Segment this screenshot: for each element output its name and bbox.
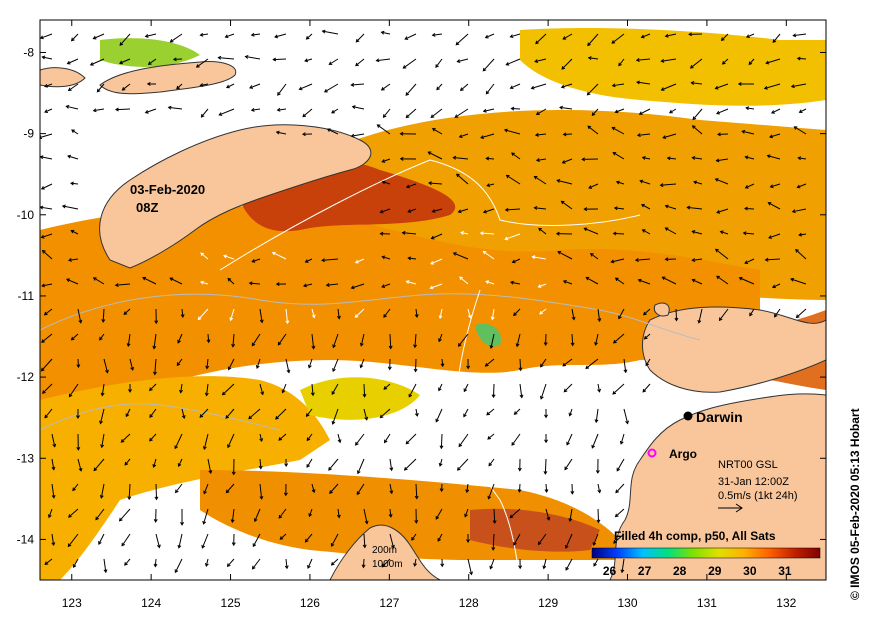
argo-label: Argo xyxy=(669,447,697,461)
colorbar-tick-label: 29 xyxy=(708,564,722,578)
lat-tick-label: -12 xyxy=(17,370,35,384)
lon-tick-label: 124 xyxy=(141,596,161,610)
colorbar-tick-label: 31 xyxy=(778,564,792,578)
darwin-marker xyxy=(684,412,693,421)
current-vector xyxy=(273,59,286,60)
colorbar-tick-label: 28 xyxy=(673,564,687,578)
lat-tick-label: -9 xyxy=(23,127,34,141)
scale-arrow-label: 0.5m/s (1kt 24h) xyxy=(718,490,797,502)
current-vector xyxy=(545,459,546,474)
current-vector xyxy=(598,509,599,522)
lon-tick-label: 130 xyxy=(617,596,637,610)
colorbar-tick-label: 27 xyxy=(638,564,652,578)
current-vector xyxy=(676,309,677,321)
lat-tick-label: -8 xyxy=(23,45,34,59)
current-vector xyxy=(156,484,157,499)
lon-tick-label: 128 xyxy=(459,596,479,610)
isobath-1000-label: 1000m xyxy=(372,559,403,570)
lon-tick-label: 129 xyxy=(538,596,558,610)
date-label: 03-Feb-2020 xyxy=(130,182,205,197)
composite-label: Filled 4h comp, p50, All Sats xyxy=(614,529,776,543)
lon-tick-label: 123 xyxy=(62,596,82,610)
plot-area: 03-Feb-2020 08Z Darwin Argo NRT00 GSL 31… xyxy=(39,20,826,580)
lat-tick-label: -14 xyxy=(17,532,35,546)
time-label: 08Z xyxy=(136,200,158,215)
valid-time-label: 31-Jan 12:00Z xyxy=(718,476,789,488)
credit-text: © IMOS 05-Feb-2020 05:13 Hobart xyxy=(848,0,862,600)
colorbar xyxy=(592,548,820,558)
colorbar-tick-label: 30 xyxy=(743,564,757,578)
colorbar-tick-label: 26 xyxy=(603,564,617,578)
isobath-200-label: 200m xyxy=(372,545,397,556)
current-vector xyxy=(441,434,442,448)
current-vector xyxy=(493,384,494,397)
lat-tick-label: -11 xyxy=(18,289,35,303)
lon-tick-label: 126 xyxy=(300,596,320,610)
lat-tick-label: -13 xyxy=(17,451,35,465)
lon-tick-label: 131 xyxy=(697,596,717,610)
current-vector xyxy=(364,384,365,397)
lat-tick-label: -10 xyxy=(17,208,35,222)
current-vector xyxy=(116,109,130,110)
lon-tick-label: 125 xyxy=(221,596,241,610)
bathurst-island xyxy=(654,303,669,316)
lon-tick-label: 132 xyxy=(776,596,796,610)
darwin-label: Darwin xyxy=(696,409,743,425)
product-label: NRT00 GSL xyxy=(718,459,778,471)
lon-tick-label: 127 xyxy=(379,596,399,610)
